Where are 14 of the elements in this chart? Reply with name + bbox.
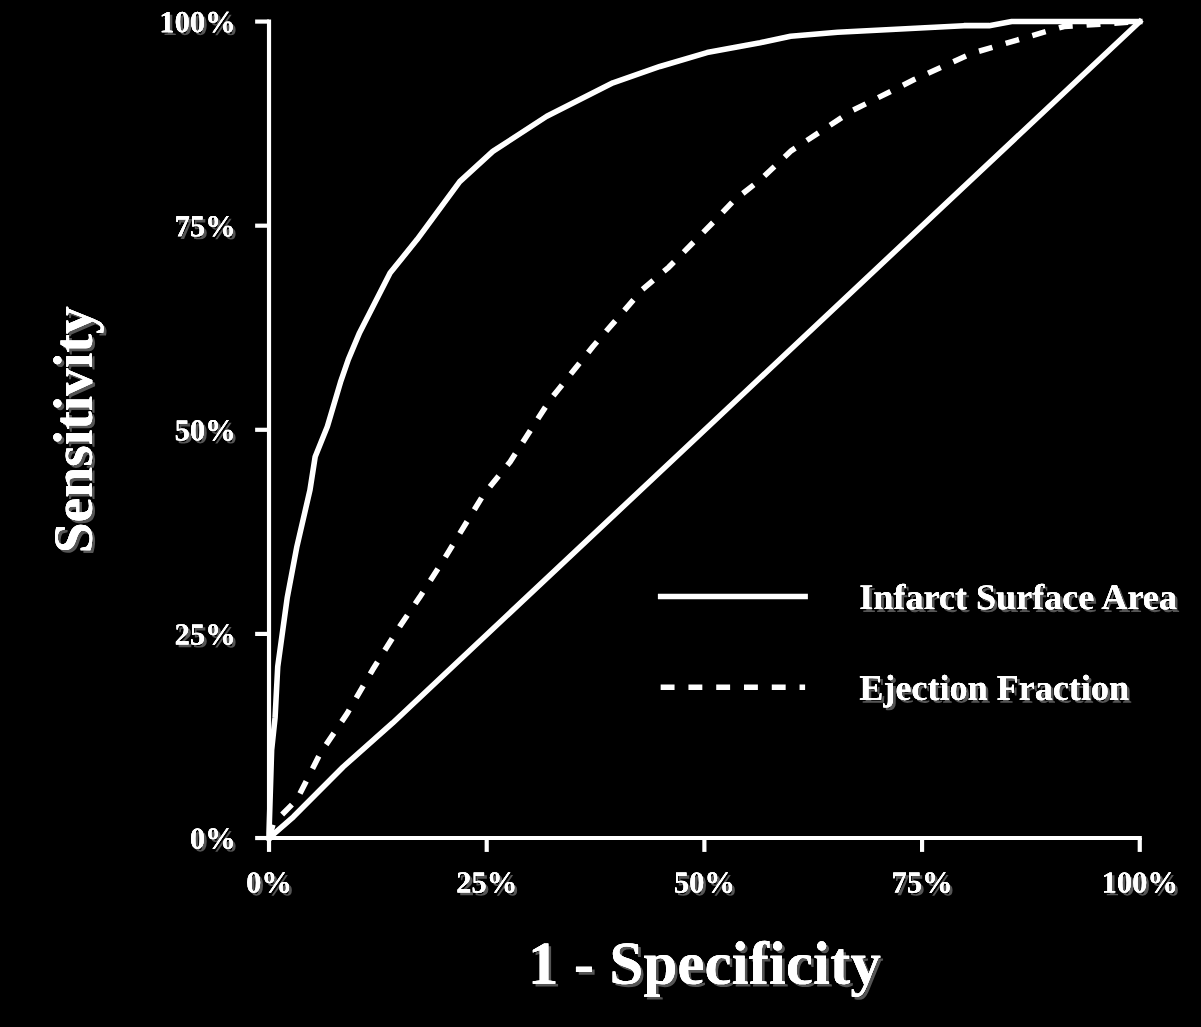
x-tick-label: 50% [675,872,735,896]
y-tick-label: 100% [161,11,236,36]
legend-label: Infarct Surface Area [860,583,1180,613]
x-tick-label: 100% [1104,872,1178,896]
legend-label: Ejection Fraction [859,674,1132,711]
x-tick-label: 25% [457,872,518,896]
y-tick-label: 50% [175,420,236,444]
x-tick-label: 0% [247,872,292,896]
y-tick-label: 75% [176,215,236,240]
x-axis-title: 1 - Specificity [532,940,884,1000]
y-tick-label: 0% [191,828,236,852]
x-tick-label: 75% [893,872,953,896]
y-axis-title: Sensitivity [53,306,107,554]
y-tick-label: 25% [175,624,236,648]
